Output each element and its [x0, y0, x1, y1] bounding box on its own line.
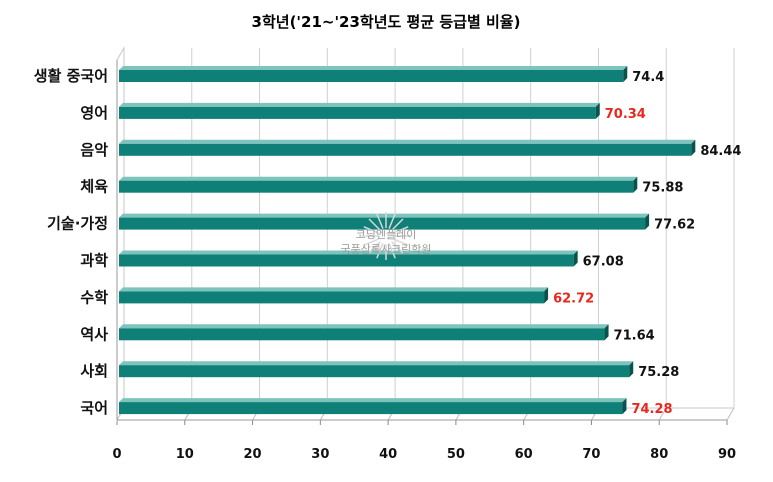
bar-front-face: [119, 254, 574, 267]
bar: [119, 66, 628, 82]
x-tick-label: 40: [379, 447, 397, 462]
watermark-text-1: 코딩엔플레이: [356, 228, 417, 241]
bar-front-face: [119, 402, 623, 415]
category-label: 영어: [80, 104, 108, 122]
labels: 생활 중국어 74.4 영어 70.34 음악 84.44 체육 75.88 기술·가정 77.6…: [34, 67, 742, 417]
bar: [119, 176, 638, 193]
watermark-logo-icon: [362, 212, 410, 260]
bar: [119, 287, 549, 304]
bars: [119, 66, 696, 415]
value-label: 84.44: [700, 144, 741, 159]
category-label: 역사: [80, 325, 108, 343]
bar-top-face: [119, 213, 650, 218]
bar: [119, 250, 578, 267]
x-tick-label: 50: [447, 447, 465, 462]
bar-end-face: [629, 361, 634, 378]
bar-end-face: [633, 176, 638, 193]
bar-end-face: [544, 287, 549, 304]
bar-front-face: [119, 291, 545, 304]
bar: [119, 213, 650, 230]
category-label: 음악: [80, 141, 108, 159]
bar-top-face: [119, 324, 609, 329]
bar-front-face: [119, 217, 646, 230]
value-label: 74.28: [631, 402, 672, 417]
bar-front-face: [119, 106, 596, 119]
bar: [119, 102, 600, 119]
bar: [119, 398, 627, 415]
chart-title: 3학년('21~'23학년도 평균 등급별 비율): [252, 13, 521, 31]
bar-top-face: [119, 250, 578, 255]
watermark-text-2: 국풍상록사크린학원: [340, 243, 431, 256]
value-label: 77.62: [654, 218, 695, 233]
floor-grid-line: [726, 407, 735, 421]
watermark: 코딩엔플레이 국풍상록사크린학원: [340, 212, 432, 260]
bar-end-face: [595, 102, 600, 119]
x-tick-label: 10: [176, 447, 194, 462]
bar-end-face: [622, 398, 627, 415]
category-label: 과학: [80, 252, 108, 270]
bar-end-face: [604, 324, 609, 341]
bar-top-face: [119, 139, 696, 144]
category-label: 기술·가정: [47, 215, 108, 233]
bar-top-face: [119, 287, 549, 292]
bar-end-face: [623, 66, 628, 82]
bar-end-face: [573, 250, 578, 267]
value-label: 75.88: [642, 181, 683, 196]
value-label: 67.08: [583, 255, 624, 270]
bar: [119, 361, 634, 378]
value-label: 75.28: [638, 365, 679, 380]
x-tick-label: 30: [311, 447, 329, 462]
bar-front-face: [119, 180, 634, 193]
bar-end-face: [691, 139, 696, 156]
bar-top-face: [119, 361, 634, 366]
x-tick-label: 80: [650, 447, 668, 462]
category-label: 사회: [80, 362, 108, 380]
bar-front-face: [119, 143, 692, 156]
value-label: 62.72: [553, 291, 594, 306]
category-label: 체육: [80, 178, 108, 196]
category-label: 수학: [80, 288, 108, 306]
bar-top-face: [119, 398, 627, 403]
x-tick-label: 0: [112, 447, 121, 462]
bar-top-face: [119, 176, 638, 181]
bar-front-face: [119, 70, 624, 82]
x-tick-label: 70: [582, 447, 600, 462]
x-tick-label: 20: [244, 447, 262, 462]
value-label: 71.64: [614, 328, 655, 343]
floor-grid-line: [658, 407, 667, 421]
bar-front-face: [119, 365, 630, 378]
bar: [119, 139, 696, 156]
x-tick-label: 90: [718, 447, 736, 462]
category-label: 국어: [80, 399, 108, 417]
x-tick-label: 60: [515, 447, 533, 462]
bar-front-face: [119, 328, 605, 341]
value-label: 70.34: [605, 107, 646, 122]
value-label: 74.4: [632, 70, 664, 85]
bar: [119, 324, 609, 341]
bar-end-face: [645, 213, 650, 230]
category-label: 생활 중국어: [34, 67, 108, 85]
bar-top-face: [119, 102, 600, 107]
bar-top-face: [119, 66, 628, 70]
